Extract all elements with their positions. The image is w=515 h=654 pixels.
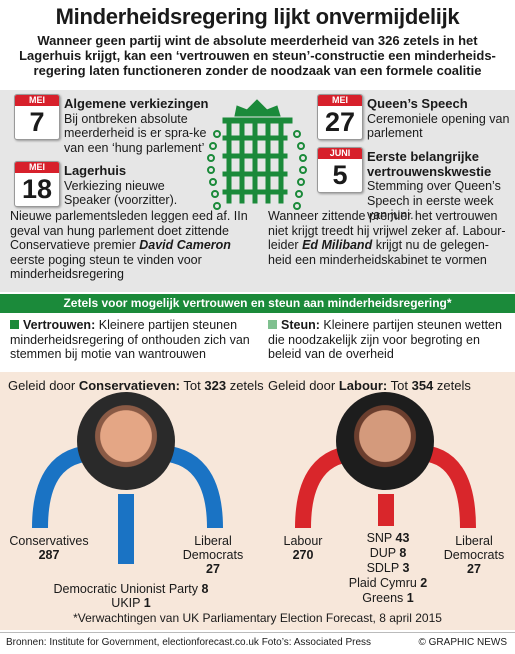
calendar-day: 5 — [332, 160, 348, 190]
event-title: Eerste belangrijke vertrouwenskwestie — [367, 149, 492, 179]
party-name: UKIP — [111, 596, 141, 610]
calendar-day: 27 — [324, 107, 356, 137]
confidence-definition: Vertrouwen: Kleinere partijen steunen mi… — [10, 318, 256, 362]
copyright-text: © GRAPHIC NEWS — [418, 637, 508, 648]
party-name: SDLP — [366, 561, 399, 575]
support-heading-bar: Zetels voor mogelijk vertrouwen en steun… — [0, 294, 515, 313]
page-subtitle: Wanneer geen partij wint de absolute mee… — [19, 33, 496, 78]
party-name: Democratic Unionist Party — [53, 582, 199, 596]
calendar-month: MEI — [15, 95, 59, 106]
smaller-parties-label: SNP 43 DUP 8 SDLP 3 Plaid Cymru 2 Greens… — [338, 531, 438, 606]
party-seats: 1 — [143, 596, 151, 610]
party-seats: 27 — [206, 562, 220, 576]
lead-text: Geleid door — [268, 378, 336, 393]
party-seats: 3 — [402, 561, 410, 575]
calendar-icon: JUNI 5 — [317, 147, 363, 193]
supply-definition: Steun: Kleinere partijen steunen wetten … — [268, 318, 510, 362]
green-square-icon — [10, 320, 19, 329]
sources-text: Bronnen: Institute for Government, elect… — [6, 637, 371, 648]
dup-ukip-label: Democratic Unionist Party 8 UKIP 1 — [36, 582, 226, 610]
calendar-month: JUNI — [318, 148, 362, 159]
lead-total: 354 — [411, 378, 434, 393]
event-first-confidence-vote: Eerste belangrijke vertrouwenskwestie St… — [367, 149, 507, 223]
miliband-paragraph: Wanneer zittende premier het vertrouwen … — [268, 209, 508, 267]
party-name: Conservatives — [9, 534, 89, 548]
event-title: Lagerhuis — [64, 163, 127, 178]
page-title: Minderheidsregering lijkt onvermijdelijk — [55, 4, 460, 29]
forecast-note: *Verwachtingen van UK Parliamentary Elec… — [73, 611, 442, 625]
libdem-left-label: Liberal Democrats 27 — [178, 534, 248, 576]
miliband-photo — [336, 392, 434, 490]
party-name: Greens — [362, 591, 404, 605]
labour-label: Labour 270 — [268, 534, 338, 562]
lead-text: Tot — [390, 378, 408, 393]
calendar-day: 7 — [29, 107, 45, 137]
libdem-right-label: Liberal Democrats 27 — [438, 534, 510, 576]
event-queens-speech: Queen’s Speech Ceremoniele opening van p… — [367, 96, 512, 141]
lead-text: zetels — [229, 378, 264, 393]
party-seats: 43 — [395, 531, 410, 545]
definition-title: Vertrouwen: — [23, 318, 96, 332]
lead-text: Tot — [183, 378, 201, 393]
conservatives-label: Conservatives 287 — [4, 534, 94, 562]
event-title: Queen’s Speech — [367, 96, 468, 111]
miliband-name: Ed Miliband — [302, 238, 373, 252]
lead-party: Conservatieven: — [78, 378, 180, 393]
party-name: Labour — [283, 534, 323, 548]
event-title: Algemene verkiezingen — [64, 96, 209, 111]
smaller-parties-bar — [378, 494, 394, 526]
calendar-month: MEI — [318, 95, 362, 106]
event-text: Verkiezing nieuwe Speaker (voorzitter). — [64, 178, 178, 208]
cameron-photo — [77, 392, 175, 490]
definition-text: Kleinere partijen steunen minderheidsreg… — [10, 318, 250, 361]
calendar-icon: MEI 18 — [14, 161, 60, 207]
cameron-name: David Cameron — [139, 238, 231, 252]
lightgreen-square-icon — [268, 320, 277, 329]
lead-total: 323 — [204, 378, 227, 393]
conservative-lead: Geleid door Conservatieven: Tot 323 zete… — [8, 378, 264, 393]
paragraph-text: Nieuwe parlementsleden leggen eed af. II… — [10, 209, 248, 252]
event-text: Ceremoniele opening van parlement — [367, 111, 510, 141]
event-general-election: Algemene verkiezingen Bij ontbreken abso… — [64, 96, 214, 155]
labour-lead: Geleid door Labour: Tot 354 zetels — [268, 378, 471, 393]
lead-text: zetels — [436, 378, 471, 393]
party-seats: 287 — [38, 548, 60, 562]
party-seats: 8 — [399, 546, 407, 560]
party-name: Liberal Democrats — [182, 534, 244, 562]
paragraph-text: krijgt nu de gelegen-heid een minderheid… — [268, 238, 489, 267]
party-name: Liberal Democrats — [443, 534, 505, 562]
calendar-icon: MEI 7 — [14, 94, 60, 140]
event-text: Stemming over Queen’s Speech in eerste w… — [367, 179, 501, 222]
party-seats: 2 — [420, 576, 428, 590]
party-seats: 270 — [292, 548, 314, 562]
dup-ukip-bar — [118, 494, 134, 564]
party-name: SNP — [366, 531, 393, 545]
portcullis-icon — [207, 99, 307, 210]
lead-party: Labour: — [338, 378, 388, 393]
party-name: DUP — [369, 546, 396, 560]
cameron-paragraph: Nieuwe parlementsleden leggen eed af. II… — [10, 209, 255, 282]
footer: Bronnen: Institute for Government, elect… — [0, 632, 515, 654]
event-commons: Lagerhuis Verkiezing nieuwe Speaker (voo… — [64, 163, 204, 208]
calendar-month: MEI — [15, 162, 59, 173]
party-seats: 1 — [406, 591, 414, 605]
party-seats: 8 — [201, 582, 209, 596]
calendar-icon: MEI 27 — [317, 94, 363, 140]
event-text: Bij ontbreken absolute meerderheid is er… — [64, 111, 207, 155]
definition-text: Kleinere partijen steunen wetten die noo… — [268, 318, 502, 361]
definition-title: Steun: — [281, 318, 320, 332]
calendar-day: 18 — [21, 174, 53, 204]
paragraph-text: eerste poging steun te vinden voor minde… — [10, 252, 202, 282]
party-name: Plaid Cymru — [348, 576, 417, 590]
party-seats: 27 — [467, 562, 481, 576]
paragraph-text: Wanneer zittende premier het vertrouwen … — [268, 209, 506, 252]
lead-text: Geleid door — [8, 378, 76, 393]
